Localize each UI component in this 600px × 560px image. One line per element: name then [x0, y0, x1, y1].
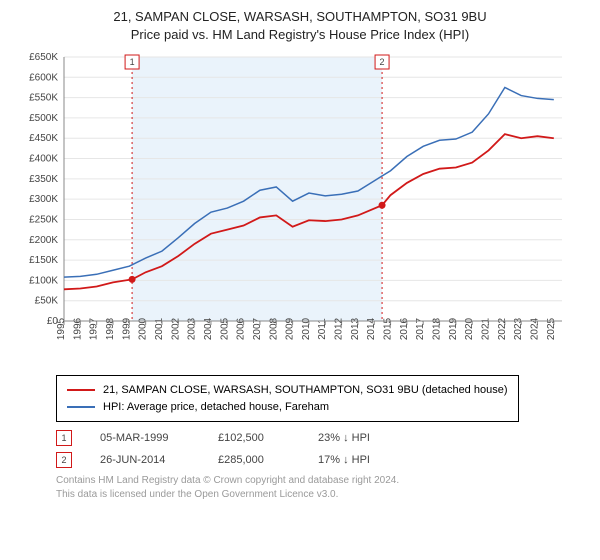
event-date: 05-MAR-1999 [100, 432, 190, 444]
svg-text:£600K: £600K [29, 72, 58, 83]
svg-text:£100K: £100K [29, 275, 58, 286]
chart-svg: £0£50K£100K£150K£200K£250K£300K£350K£400… [14, 47, 574, 367]
svg-text:£500K: £500K [29, 113, 58, 124]
svg-text:£300K: £300K [29, 194, 58, 205]
title-line2: Price paid vs. HM Land Registry's House … [14, 26, 586, 44]
chart: £0£50K£100K£150K£200K£250K£300K£350K£400… [14, 47, 586, 367]
event-delta: 23% ↓ HPI [318, 432, 408, 444]
event-price: £102,500 [218, 432, 290, 444]
svg-text:£450K: £450K [29, 133, 58, 144]
title-line1: 21, SAMPAN CLOSE, WARSASH, SOUTHAMPTON, … [14, 8, 586, 26]
event-list: 1 05-MAR-1999 £102,500 23% ↓ HPI 2 26-JUN-201… [56, 430, 586, 468]
svg-text:£400K: £400K [29, 154, 58, 165]
legend-row: HPI: Average price, detached house, Fare… [67, 399, 508, 416]
event-marker: 1 [56, 430, 72, 446]
legend-swatch [67, 406, 95, 408]
event-row: 1 05-MAR-1999 £102,500 23% ↓ HPI [56, 430, 586, 446]
chart-title: 21, SAMPAN CLOSE, WARSASH, SOUTHAMPTON, … [14, 8, 586, 43]
credit: Contains HM Land Registry data © Crown c… [56, 474, 586, 501]
svg-text:£50K: £50K [35, 296, 59, 307]
legend-swatch [67, 389, 95, 391]
svg-text:£200K: £200K [29, 235, 58, 246]
credit-line2: This data is licensed under the Open Gov… [56, 488, 586, 502]
svg-text:£350K: £350K [29, 174, 58, 185]
svg-text:£150K: £150K [29, 255, 58, 266]
svg-text:£550K: £550K [29, 93, 58, 104]
event-row: 2 26-JUN-2014 £285,000 17% ↓ HPI [56, 452, 586, 468]
svg-text:£650K: £650K [29, 52, 58, 63]
svg-text:2: 2 [380, 57, 385, 67]
svg-text:1: 1 [130, 57, 135, 67]
event-marker: 2 [56, 452, 72, 468]
legend-row: 21, SAMPAN CLOSE, WARSASH, SOUTHAMPTON, … [67, 382, 508, 399]
credit-line1: Contains HM Land Registry data © Crown c… [56, 474, 586, 488]
event-date: 26-JUN-2014 [100, 454, 190, 466]
legend: 21, SAMPAN CLOSE, WARSASH, SOUTHAMPTON, … [56, 375, 519, 422]
svg-text:£250K: £250K [29, 215, 58, 226]
event-delta: 17% ↓ HPI [318, 454, 408, 466]
event-price: £285,000 [218, 454, 290, 466]
legend-label: 21, SAMPAN CLOSE, WARSASH, SOUTHAMPTON, … [103, 382, 508, 399]
page: 21, SAMPAN CLOSE, WARSASH, SOUTHAMPTON, … [0, 0, 600, 511]
legend-label: HPI: Average price, detached house, Fare… [103, 399, 329, 416]
